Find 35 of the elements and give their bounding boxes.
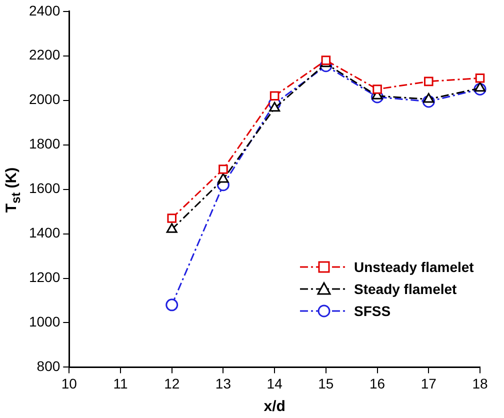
- legend-label: Steady flamelet: [354, 281, 457, 298]
- point: [167, 214, 176, 223]
- x-tick-label: 11: [113, 375, 128, 392]
- x-tick-label: 16: [369, 375, 386, 392]
- x-axis-title: x/d: [264, 398, 286, 416]
- y-tick-label: 2200: [28, 46, 60, 63]
- x-tick-label: 15: [318, 375, 334, 392]
- y-tick-label: 800: [36, 358, 60, 374]
- point: [474, 82, 486, 92]
- y-tick-label: 1600: [28, 180, 60, 196]
- point: [166, 223, 178, 233]
- point: [475, 73, 485, 83]
- legend-label: Unsteady flamelet: [354, 259, 474, 276]
- y-tick-label: 2000: [28, 91, 60, 108]
- point: [423, 92, 434, 103]
- point: [321, 56, 331, 65]
- point: [218, 173, 229, 183]
- x-tick-label: 12: [164, 375, 180, 392]
- x-tick-label: 17: [420, 375, 437, 392]
- y-tick-label: 2400: [28, 2, 60, 18]
- y-tick-label: 1800: [28, 136, 60, 152]
- x-tick-label: 13: [215, 375, 232, 392]
- point: [166, 298, 178, 312]
- point: [218, 164, 228, 174]
- point: [270, 91, 280, 101]
- x-tick-label: 10: [61, 375, 78, 392]
- y-tick-label: 1200: [28, 269, 60, 286]
- point: [424, 76, 434, 86]
- y-tick-label: 1000: [28, 314, 60, 330]
- legend-label: SFSS: [354, 303, 391, 320]
- point: [372, 84, 382, 94]
- x-tick-label: 18: [472, 375, 488, 392]
- point: [269, 102, 280, 112]
- x-tick-label: 14: [266, 375, 283, 392]
- y-tick-label: 1400: [28, 224, 60, 241]
